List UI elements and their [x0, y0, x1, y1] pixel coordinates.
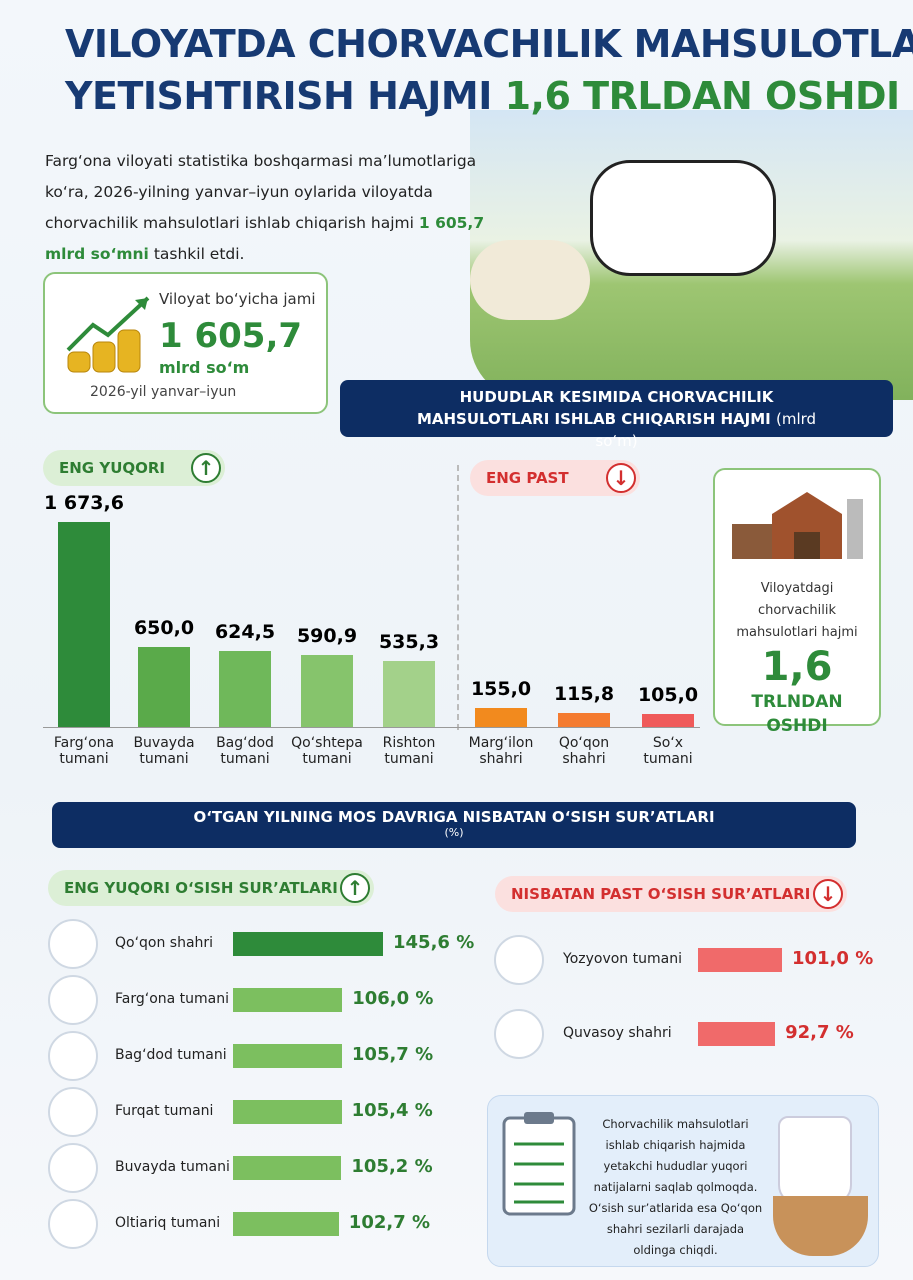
- bar: [233, 1100, 342, 1124]
- title-text: YETISHTIRISH HAJMI: [65, 74, 492, 118]
- category-label: Rishton tumani: [382, 735, 436, 767]
- egg-basket: [773, 1196, 868, 1256]
- bar: [558, 712, 610, 727]
- value-label: 650,0: [133, 617, 195, 640]
- value-label: 105,2 %: [351, 1156, 433, 1177]
- category-label: Buvayda tumani: [133, 735, 195, 767]
- category-label: Bag‘dod tumani: [115, 1047, 227, 1063]
- bar: [383, 661, 435, 727]
- region-icon: [48, 1199, 98, 1249]
- category-label: Qo‘shtepa tumani: [291, 735, 363, 767]
- value-label: 590,9: [296, 624, 358, 647]
- bar: [698, 1022, 776, 1046]
- group-label: ENG YUQORI O‘SISH SUR’ATLARI: [48, 870, 374, 906]
- title: VILOYATDA CHORVACHILIK MAHSULOTLARI: [65, 22, 913, 66]
- category-label: Buvayda tumani: [115, 1159, 230, 1175]
- trend-arrow: ↑: [340, 873, 370, 903]
- bar: [233, 988, 343, 1012]
- clipboard-icon: [502, 1112, 576, 1216]
- category-label: Marg‘ilon shahri: [468, 735, 534, 767]
- region-icon: [48, 919, 98, 969]
- category-label: Qo‘qon shahri: [115, 935, 214, 951]
- region-icon: [48, 1143, 98, 1193]
- total-value: 1 605,7: [159, 316, 303, 356]
- baseline: [43, 727, 700, 728]
- value-label: 105,7 %: [351, 1044, 434, 1065]
- region-icon: [48, 1031, 98, 1081]
- value-label: 105,4 %: [351, 1100, 433, 1121]
- note-text: Chorvachilik mahsulotlari ishlab chiqari…: [588, 1117, 763, 1257]
- value-label: 105,0: [637, 684, 699, 707]
- total-unit: mlrd so‘m: [159, 358, 250, 377]
- intro-text: Farg‘ona viloyati statistika boshqarmasi…: [45, 152, 477, 232]
- barn-icon: [732, 492, 863, 559]
- category-label: Qo‘qon shahri: [558, 735, 610, 767]
- value-label: 92,7 %: [785, 1022, 854, 1043]
- category-label: Bag‘dod tumani: [216, 735, 274, 767]
- bar: [233, 932, 383, 956]
- section-title: O‘TGAN YILNING MOS DAVRIGA NISBATAN O‘SI…: [193, 808, 715, 826]
- intro-end: tashkil etdi.: [153, 245, 245, 263]
- group-label: NISBATAN PAST O‘SISH SUR’ATLARI: [495, 876, 847, 912]
- category-label: Farg‘ona tumani: [115, 991, 230, 1007]
- region-icon: [494, 1009, 544, 1059]
- milk-jug: [778, 1116, 852, 1205]
- note-card: Chorvachilik mahsulotlari ishlab chiqari…: [487, 1095, 879, 1267]
- value-label: 155,0: [470, 678, 532, 700]
- category-label: Oltiariq tumani: [115, 1215, 221, 1231]
- value-label: 535,3: [378, 631, 440, 654]
- trend-arrow: ↓: [813, 879, 843, 909]
- group-label: ENG YUQORI: [43, 450, 225, 486]
- bar: [301, 654, 353, 727]
- side-value: 1,6: [761, 644, 833, 690]
- bar: [475, 708, 527, 727]
- title: YETISHTIRISH HAJMI 1,6 TRLDAN OSHDI: [65, 74, 900, 118]
- divider: [457, 465, 459, 730]
- side-highlight: TRLNDAN OSHDI: [751, 692, 843, 736]
- title-highlight: 1,6 TRLDAN OSHDI: [504, 74, 901, 118]
- section-unit: (%): [444, 826, 464, 839]
- value-label: 101,0 %: [792, 948, 874, 969]
- value-label: 1 673,6: [44, 492, 124, 514]
- total-period: 2026-yil yanvar–iyun: [90, 384, 237, 400]
- section-banner: HUDUDLAR KESIMIDA CHORVACHILIK MAHSULOTL…: [340, 380, 893, 450]
- category-label: Yozyovon tumani: [563, 951, 682, 967]
- category-label: Furqat tumani: [115, 1103, 214, 1119]
- sheep-illustration: [470, 240, 590, 320]
- category-label: Quvasoy shahri: [563, 1025, 672, 1041]
- bar: [233, 1156, 342, 1180]
- value-label: 145,6 %: [393, 932, 475, 953]
- intro-highlight: 1 605,7 mlrd so‘mni: [45, 214, 485, 263]
- region-icon: [48, 1087, 98, 1137]
- total-label: Viloyat bo‘yicha jami: [159, 290, 316, 308]
- cow-illustration: [590, 160, 776, 276]
- intro: Farg‘ona viloyati statistika boshqarmasi…: [45, 146, 515, 270]
- side-text: Viloyatdagi chorvachilik mahsulotlari ha…: [736, 581, 858, 640]
- coins-icon: [66, 296, 150, 373]
- trend-arrow: ↑: [191, 453, 221, 483]
- value-label: 106,0 %: [352, 988, 434, 1009]
- bar: [219, 650, 271, 727]
- total-card: Viloyat bo‘yicha jami 1 605,7 mlrd so‘m …: [43, 272, 328, 414]
- value-label: 102,7 %: [348, 1212, 431, 1233]
- region-icon: [48, 975, 98, 1025]
- bar: [642, 714, 694, 727]
- section-title: HUDUDLAR KESIMIDA CHORVACHILIK MAHSULOTL…: [416, 388, 774, 428]
- category-label: So‘x tumani: [643, 735, 693, 767]
- category-label: Farg‘ona tumani: [53, 735, 115, 767]
- region-icon: [494, 935, 544, 985]
- bar: [233, 1212, 339, 1236]
- bar: [58, 522, 110, 727]
- value-label: 115,8: [553, 682, 615, 705]
- trend-arrow: ↓: [606, 463, 636, 493]
- section-banner: O‘TGAN YILNING MOS DAVRIGA NISBATAN O‘SI…: [52, 802, 856, 848]
- bar: [138, 647, 190, 727]
- bar: [698, 948, 782, 972]
- side-card: Viloyatdagi chorvachilik mahsulotlari ha…: [713, 468, 881, 736]
- value-label: 624,5: [214, 620, 276, 643]
- bar: [233, 1044, 342, 1068]
- section-unit: (mlrd so‘m): [595, 410, 817, 450]
